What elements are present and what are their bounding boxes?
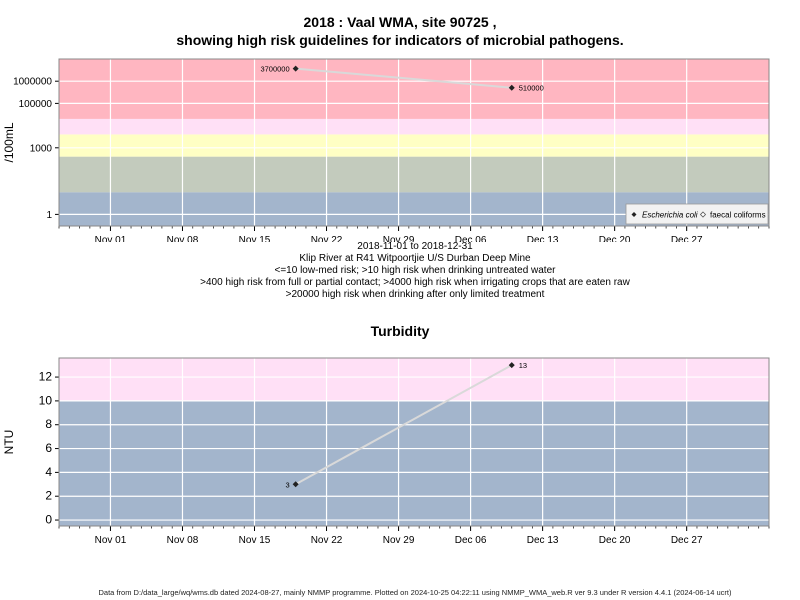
x-tick-label: Dec 27 xyxy=(671,535,703,546)
data-point xyxy=(292,481,299,488)
guideline-text-1: <=10 low-med risk; >10 high risk when dr… xyxy=(274,265,556,276)
x-tick-label: Dec 06 xyxy=(455,235,487,242)
footer-note: Data from D:/data_large/wq/wms.db dated … xyxy=(98,588,732,597)
x-tick-label: Dec 27 xyxy=(671,235,703,242)
plot-frame xyxy=(58,357,770,527)
x-tick-label: Nov 15 xyxy=(239,235,271,242)
y-tick-label: 10 xyxy=(39,393,53,407)
risk-band-4 xyxy=(59,59,769,119)
x-tick-label: Dec 06 xyxy=(455,535,487,546)
y-tick-label: 6 xyxy=(45,441,52,455)
data-point xyxy=(508,362,515,369)
guideline-text-2: >400 high risk from full or partial cont… xyxy=(200,277,630,288)
x-tick-label: Dec 20 xyxy=(599,235,631,242)
legend-marker-faecal xyxy=(699,211,707,218)
y-tick-label: 1000000 xyxy=(13,77,52,88)
y-tick-label: 1 xyxy=(46,210,52,221)
x-tick-label: Nov 22 xyxy=(311,535,343,546)
guideline-text-3: >20000 high risk when drinking after onl… xyxy=(285,289,545,300)
risk-band-0 xyxy=(59,400,769,526)
site-name-text: Klip River at R41 Witpoortjie U/S Durban… xyxy=(299,253,531,264)
turbidity-chart: Nov 01 Nov 08 Nov 15 Nov 22 Nov 29 Dec 06 Dec … xyxy=(2,357,770,546)
y-tick-label: 2 xyxy=(45,489,52,503)
x-tick-label: Nov 08 xyxy=(167,235,199,242)
data-label: 510000 xyxy=(519,84,544,93)
risk-band-1 xyxy=(59,156,769,193)
x-tick-label: Dec 20 xyxy=(599,535,631,546)
y-tick-label: 0 xyxy=(45,513,52,527)
data-label: 3700000 xyxy=(260,65,289,74)
data-point xyxy=(508,84,515,91)
x-tick-label: Dec 13 xyxy=(527,535,559,546)
x-tick-label: Nov 29 xyxy=(383,535,415,546)
microbial-chart: Nov 01 Nov 08 Nov 15 Nov 22 Nov 29 Dec 06 Dec … xyxy=(2,58,770,242)
data-label: 3 xyxy=(285,480,289,489)
legend-marker-ecoli xyxy=(631,212,637,217)
risk-band-2 xyxy=(59,134,769,157)
risk-band-1 xyxy=(59,358,769,401)
y-tick-label: 8 xyxy=(45,417,52,431)
series-line xyxy=(295,364,513,486)
chart-title-line2: showing high risk guidelines for indicat… xyxy=(176,32,624,48)
x-tick-label: Nov 01 xyxy=(95,235,127,242)
x-tick-label: Nov 01 xyxy=(95,535,127,546)
legend-label-faecal: faecal coliforms xyxy=(710,211,766,220)
plot-frame xyxy=(58,58,770,227)
series-line xyxy=(295,67,512,89)
legend-label-ecoli: Escherichia coli xyxy=(642,211,698,220)
data-label: 13 xyxy=(519,361,527,370)
y-tick-label: 100000 xyxy=(19,99,53,110)
legend-box xyxy=(625,203,769,225)
date-range-text: 2018-11-01 to 2018-12-31 xyxy=(357,241,473,252)
x-tick-label: Nov 08 xyxy=(167,535,199,546)
x-tick-label: Nov 22 xyxy=(311,235,343,242)
turbidity-title: Turbidity xyxy=(370,323,430,339)
data-point xyxy=(292,65,299,72)
y-tick-label: 1000 xyxy=(30,143,53,154)
x-tick-label: Dec 13 xyxy=(527,235,559,242)
x-tick-label: Nov 15 xyxy=(239,535,271,546)
y-axis-label: NTU xyxy=(2,430,16,455)
y-axis-label: /100mL xyxy=(2,122,16,162)
chart-title-line1: 2018 : Vaal WMA, site 90725 , xyxy=(303,14,497,30)
risk-band-3 xyxy=(59,118,769,135)
x-tick-label: Nov 29 xyxy=(383,235,415,242)
y-tick-label: 12 xyxy=(39,370,53,384)
y-tick-label: 4 xyxy=(45,465,52,479)
